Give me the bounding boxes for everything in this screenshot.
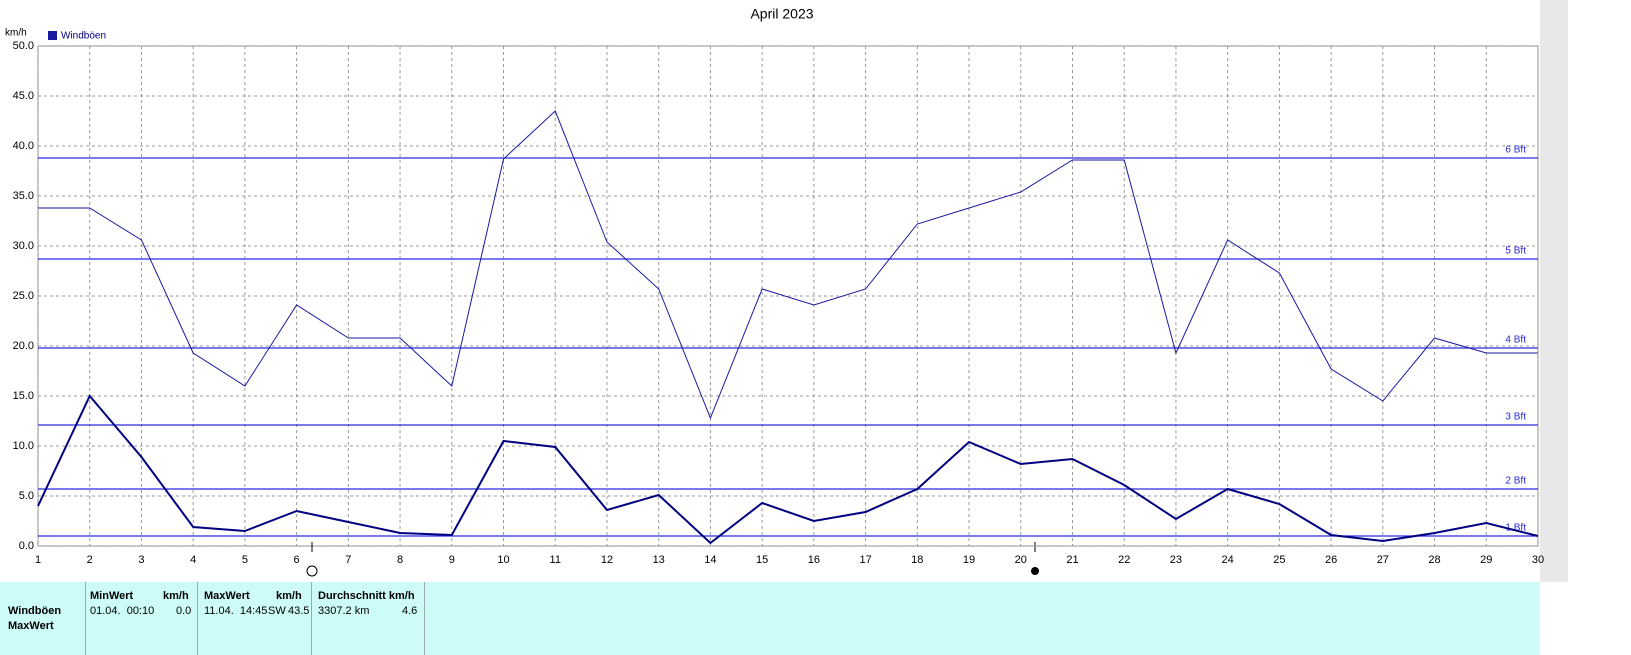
separator: [85, 582, 86, 655]
x-tick-label: 7: [345, 554, 351, 566]
bft-label: 4 Bft: [1505, 335, 1526, 346]
x-tick-label: 21: [1066, 554, 1078, 566]
legend-swatch: [48, 31, 57, 40]
x-tick-label: 16: [808, 554, 820, 566]
bft-label: 2 Bft: [1505, 476, 1526, 487]
x-tick-label: 20: [1015, 554, 1027, 566]
y-tick-label: 50.0: [13, 40, 34, 52]
chart: April 2023 km/h 0.0 5.0 10.0 15.0 20.0 25.0 30…: [5, 0, 1568, 582]
x-tick-label: 30: [1532, 554, 1544, 566]
cell: 4.6: [402, 605, 418, 617]
bft-label: 1 Bft: [1505, 523, 1526, 534]
cell: 3307.2 km: [318, 605, 370, 617]
cell: 0.0: [176, 605, 192, 617]
header: km/h: [276, 590, 302, 602]
x-tick-label: 29: [1480, 554, 1492, 566]
row-label: Windböen: [8, 605, 62, 617]
y-tick-label: 35.0: [13, 190, 34, 202]
x-tick-label: 22: [1118, 554, 1130, 566]
x-tick-label: 12: [601, 554, 613, 566]
moon-full: [306, 565, 318, 577]
cell: 01.04. 00:10: [90, 605, 155, 617]
x-tick-label: 3: [138, 554, 144, 566]
x-tick-label: 9: [449, 554, 455, 566]
y-tick-label: 10.0: [13, 440, 34, 452]
x-tick-label: 28: [1428, 554, 1440, 566]
x-tick-label: 15: [756, 554, 768, 566]
x-tick-label: 6: [294, 554, 300, 566]
x-tick-label: 2: [87, 554, 93, 566]
y-tick-label: 20.0: [13, 340, 34, 352]
header: MinWert: [90, 590, 134, 602]
x-tick-label: 27: [1377, 554, 1389, 566]
moon-new: [1031, 567, 1039, 575]
legend-label: Windböen: [61, 31, 106, 42]
x-tick-label: 1: [35, 554, 41, 566]
header: Durchschnitt km/h: [318, 590, 415, 602]
bft-label: 5 Bft: [1505, 246, 1526, 257]
x-tick-label: 23: [1170, 554, 1182, 566]
x-tick-label: 11: [550, 554, 561, 566]
bft-label: 3 Bft: [1505, 412, 1526, 423]
x-tick-label: 26: [1325, 554, 1337, 566]
x-tick-label: 18: [911, 554, 923, 566]
x-tick-label: 8: [397, 554, 403, 566]
separator: [424, 582, 425, 655]
separator: [197, 582, 198, 655]
y-tick-label: 30.0: [13, 240, 34, 252]
row-label: MaxWert: [8, 620, 54, 632]
x-tick-label: 5: [242, 554, 248, 566]
cell: 11.04. 14:45: [204, 605, 268, 617]
y-tick-label: 25.0: [13, 290, 34, 302]
y-tick-label: 40.0: [13, 140, 34, 152]
x-tick-label: 10: [497, 554, 509, 566]
x-tick-label: 17: [859, 554, 871, 566]
x-tick-label: 25: [1273, 554, 1285, 566]
y-tick-label: 5.0: [19, 490, 34, 502]
series-line: [37, 394, 1539, 545]
stats-panel: MinWert km/h MaxWert km/h Durchschnitt k…: [0, 582, 1540, 655]
side-strip: [1540, 0, 1568, 582]
x-tick-label: 19: [963, 554, 975, 566]
x-tick-label: 13: [653, 554, 665, 566]
y-unit: km/h: [5, 28, 27, 39]
bft-label: 6 Bft: [1505, 145, 1526, 156]
chart-title: April 2023: [750, 6, 813, 22]
y-tick-label: 0.0: [19, 540, 34, 552]
x-tick-label: 24: [1222, 554, 1234, 566]
x-tick-label: 14: [704, 554, 716, 566]
header: km/h: [163, 590, 189, 602]
cell: SW: [268, 605, 286, 617]
y-tick-label: 45.0: [13, 90, 34, 102]
series-line: [38, 110, 1538, 420]
x-tick-label: 4: [190, 554, 196, 566]
cell: 43.5: [288, 605, 310, 617]
separator: [311, 582, 312, 655]
y-tick-label: 15.0: [13, 390, 34, 402]
header: MaxWert: [204, 590, 250, 602]
